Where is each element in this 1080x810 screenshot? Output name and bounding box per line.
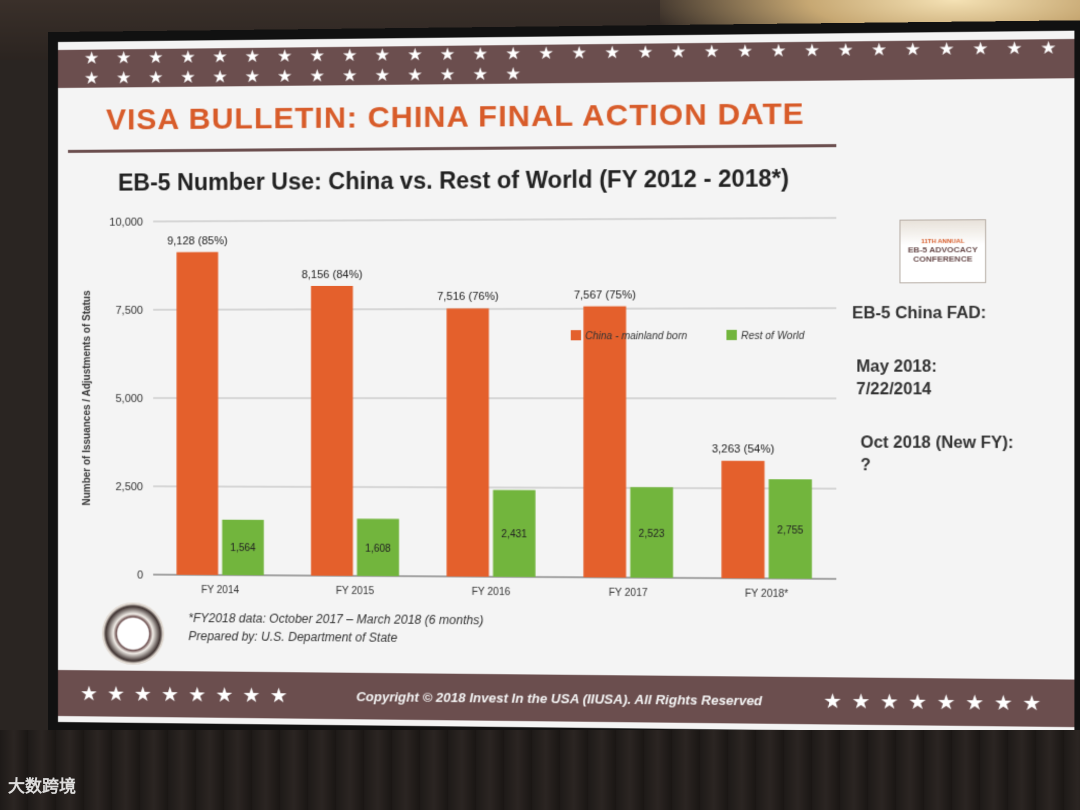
china-bar [583, 306, 626, 577]
x-tick-label: FY 2014 [201, 585, 239, 596]
china-bar [311, 286, 353, 576]
gridline [153, 218, 836, 222]
may-2018-value: 7/22/2014 [856, 379, 937, 402]
china-bar [447, 308, 489, 576]
watermark-text: 大数跨境 [8, 772, 76, 797]
copyright-text: Copyright © 2018 Invest In the USA (IIUS… [356, 688, 762, 707]
projection-screen: ★ ★ ★ ★ ★ ★ ★ ★ ★ ★ ★ ★ ★ ★ ★ ★ ★ ★ ★ ★ … [58, 31, 1074, 734]
bottom-stars-left: ★★★★★★★★ [80, 681, 297, 708]
rest-of-world-data-label: 1,608 [365, 543, 391, 554]
x-tick-label: FY 2017 [609, 588, 648, 599]
may-2018-label: May 2018: [856, 356, 937, 379]
may-2018-block: May 2018: 7/22/2014 [856, 356, 937, 401]
prepared-by: Prepared by: U.S. Department of State [188, 627, 483, 648]
x-tick-label: FY 2018* [745, 589, 788, 601]
y-tick-label: 5,000 [116, 393, 144, 405]
china-data-label: 7,567 (75%) [574, 289, 636, 301]
legend-label: China - mainland born [585, 331, 687, 342]
logo-text: EB-5 ADVOCACY [908, 245, 978, 255]
oct-2018-block: Oct 2018 (New FY): ? [860, 432, 1013, 478]
oct-2018-value: ? [860, 455, 1013, 478]
legend-swatch [571, 330, 581, 340]
bar-chart: Number of Issuances / Adjustments of Sta… [58, 187, 847, 618]
rest-of-world-data-label: 2,755 [777, 525, 804, 536]
rest-of-world-data-label: 2,523 [639, 528, 665, 539]
top-stars: ★ ★ ★ ★ ★ ★ ★ ★ ★ ★ ★ ★ ★ ★ ★ ★ ★ ★ ★ ★ … [84, 38, 1074, 89]
bottom-stars-right: ★★★★★★★★ [823, 688, 1051, 716]
state-department-seal [102, 602, 164, 665]
title-divider [68, 144, 836, 153]
top-star-band: ★ ★ ★ ★ ★ ★ ★ ★ ★ ★ ★ ★ ★ ★ ★ ★ ★ ★ ★ ★ … [58, 39, 1074, 88]
china-bar [721, 461, 764, 579]
rest-of-world-data-label: 1,564 [230, 543, 256, 554]
china-data-label: 7,516 (76%) [437, 291, 498, 303]
y-axis-label: Number of Issuances / Adjustments of Sta… [82, 290, 93, 506]
footnote: *FY2018 data: October 2017 – March 2018 … [188, 609, 483, 648]
slide-title: VISA BULLETIN: CHINA FINAL ACTION DATE [106, 97, 805, 137]
bottom-star-band: ★★★★★★★★ Copyright © 2018 Invest In the … [58, 670, 1074, 727]
fy2018-note: *FY2018 data: October 2017 – March 2018 … [188, 609, 483, 629]
oct-2018-label: Oct 2018 (New FY): [860, 432, 1013, 455]
legend-label: Rest of World [741, 331, 805, 342]
x-tick-label: FY 2016 [472, 587, 511, 598]
y-tick-label: 10,000 [109, 217, 143, 229]
y-tick-label: 2,500 [116, 481, 144, 493]
gridline [153, 308, 836, 310]
stage-curtain [0, 730, 1080, 810]
rest-of-world-data-label: 2,431 [501, 529, 527, 540]
y-tick-label: 0 [137, 569, 143, 581]
china-data-label: 9,128 (85%) [167, 235, 227, 247]
x-tick-label: FY 2015 [336, 586, 375, 597]
china-data-label: 8,156 (84%) [302, 269, 363, 281]
legend-swatch [726, 330, 736, 340]
logo-sub: CONFERENCE [913, 254, 972, 263]
china-bar [177, 252, 219, 575]
china-data-label: 3,263 (54%) [712, 443, 775, 455]
fad-heading: EB-5 China FAD: [852, 305, 986, 324]
conference-logo: 11TH ANNUAL EB-5 ADVOCACY CONFERENCE [899, 219, 986, 283]
y-tick-label: 7,500 [116, 305, 144, 317]
